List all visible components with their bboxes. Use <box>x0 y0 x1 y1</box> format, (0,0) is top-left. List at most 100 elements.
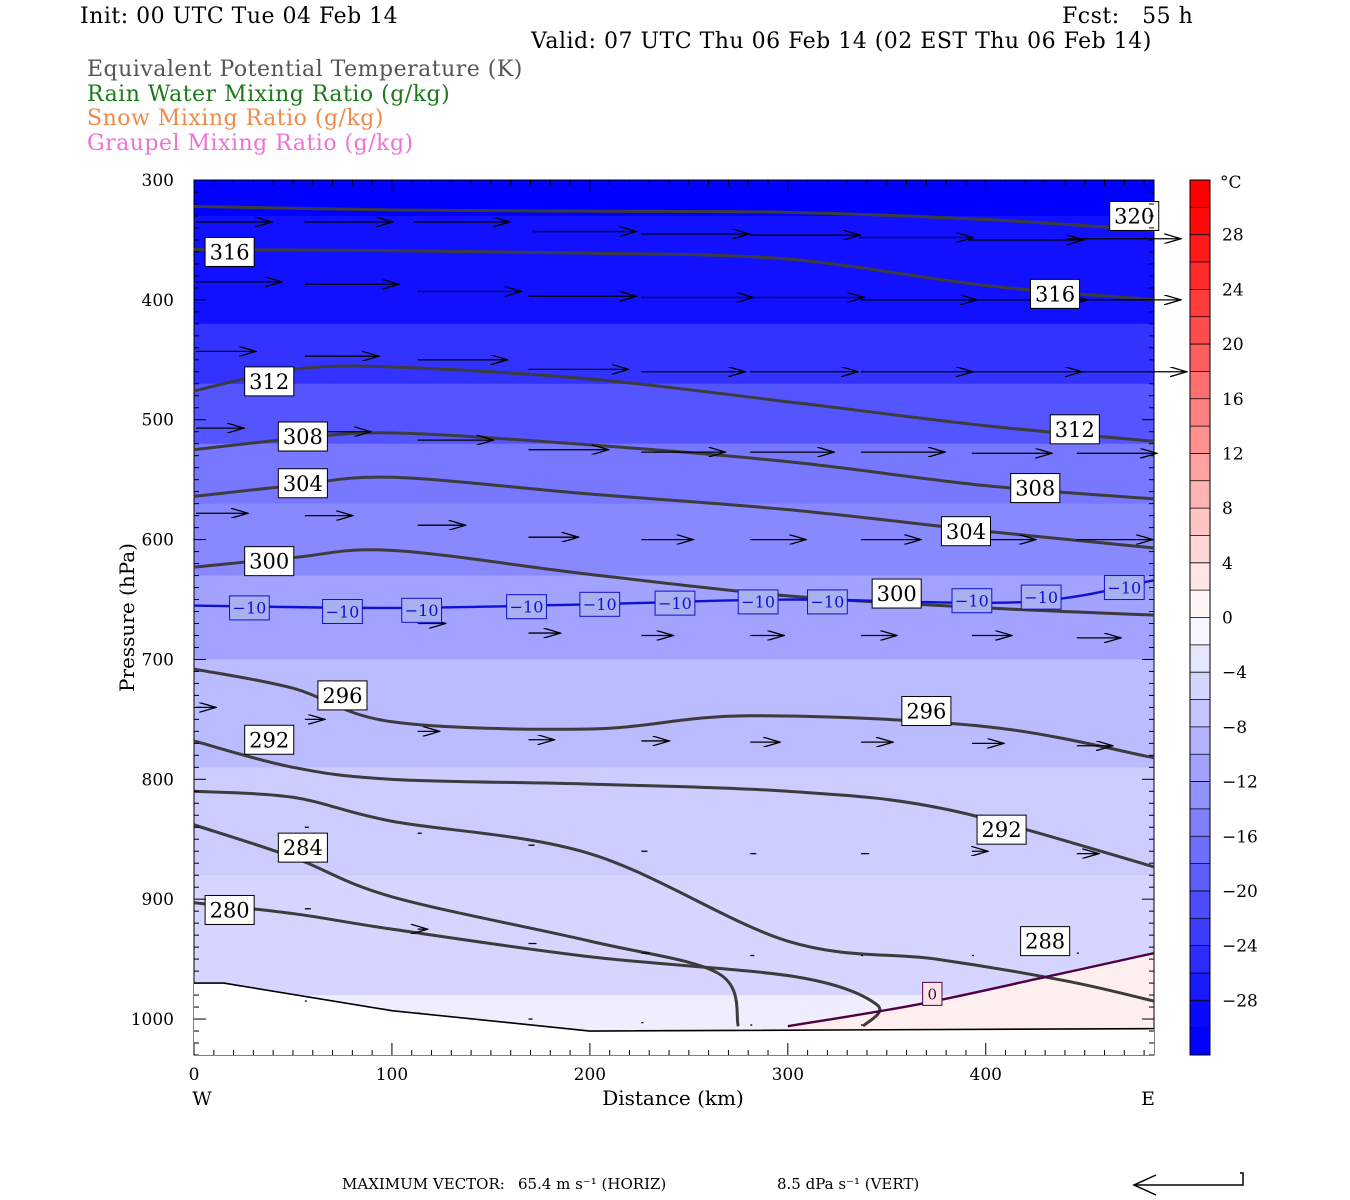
colorbar-segment <box>1190 890 1210 919</box>
contour-label: 300 <box>249 550 289 574</box>
below-ground-mask <box>194 983 1154 1055</box>
contour-label-box <box>204 236 255 267</box>
colorbar-segment <box>1190 262 1210 290</box>
colorbar-segment <box>1190 699 1210 728</box>
contour-label-box <box>317 680 368 711</box>
colorbar-segment <box>1190 945 1210 974</box>
colorbar-segment <box>1190 480 1210 509</box>
theta-e-contour-288 <box>194 789 1154 1003</box>
contour-label-box <box>579 591 621 617</box>
contour-label-box <box>244 546 295 577</box>
contour-label-box <box>737 589 779 615</box>
contour-label-box <box>807 589 848 615</box>
field-label-snow: Snow Mixing Ratio (g/kg) <box>87 106 384 131</box>
colorbar-segment <box>1190 836 1210 865</box>
colorbar-unit: °C <box>1220 173 1242 193</box>
contour-label: −10 <box>658 594 692 613</box>
colorbar-label: −24 <box>1222 937 1258 957</box>
contour-label: 316 <box>210 240 250 264</box>
colorbar-label: −20 <box>1222 882 1258 902</box>
colorbar-segment <box>1190 453 1210 482</box>
isotherm-0 <box>787 951 1154 1028</box>
temperature-band <box>194 659 1154 769</box>
contour-label-box <box>244 724 295 755</box>
contour-label-box <box>229 595 270 621</box>
colorbar-segment <box>1190 371 1210 400</box>
colorbar-segment <box>1190 1000 1210 1029</box>
contour-label: −10 <box>955 591 989 610</box>
colorbar-segment <box>1190 726 1210 755</box>
theta-e-contour-296 <box>194 667 1154 760</box>
field-label-rain: Rain Water Mixing Ratio (g/kg) <box>87 82 451 107</box>
colorbar-segment <box>1190 644 1210 673</box>
y-tick-label: 500 <box>142 411 174 431</box>
x-tick-label: 0 <box>189 1065 200 1085</box>
reference-vector <box>1132 1172 1244 1196</box>
contour-label-box <box>940 516 991 547</box>
contour-label-box <box>1020 926 1071 957</box>
contour-label: 304 <box>283 472 323 496</box>
colorbar-label: −28 <box>1222 991 1258 1011</box>
colorbar-label: 4 <box>1222 554 1233 574</box>
forecast-hour: Fcst: 55 h <box>1062 4 1194 29</box>
contour-label-box <box>922 981 943 1006</box>
max-vector-vert: 8.5 dPa s⁻¹ (VERT) <box>777 1175 920 1193</box>
colorbar-label: −8 <box>1222 718 1247 738</box>
y-tick-label: 400 <box>142 291 174 311</box>
theta-e-contour-320 <box>194 204 1154 232</box>
colorbar: 28 24 20 16 12 8 4 0 −4 −8 −12 −16 −20 −24 −28 °C <box>1189 173 1258 1056</box>
theta-e-contour-280 <box>194 901 882 1028</box>
contour-label: −10 <box>233 599 267 618</box>
contour-label: −10 <box>583 595 617 614</box>
x-tick-label: 100 <box>376 1065 408 1085</box>
contour-label: −10 <box>741 593 775 612</box>
contour-label-box <box>1020 584 1062 610</box>
colorbar-segment <box>1190 617 1210 646</box>
contour-label: 280 <box>210 899 250 923</box>
contour-label: −10 <box>405 601 439 620</box>
contour-label: 296 <box>322 684 362 708</box>
surface-line <box>194 982 1154 1032</box>
colorbar-label: 28 <box>1222 226 1244 246</box>
colorbar-segment <box>1190 562 1210 591</box>
wind-vectors <box>196 222 1187 1026</box>
contour-label: 292 <box>249 728 289 752</box>
field-label-theta-e: Equivalent Potential Temperature (K) <box>87 57 523 82</box>
colorbar-segment <box>1190 672 1210 701</box>
y-tick-label: 800 <box>142 770 174 790</box>
y-tick-label: 300 <box>142 171 174 191</box>
max-vector-horiz: 65.4 m s⁻¹ (HORIZ) <box>518 1175 667 1193</box>
theta-e-contour-316 <box>194 248 1154 302</box>
contour-label-box <box>1049 414 1100 445</box>
colorbar-label: 16 <box>1222 390 1244 410</box>
contour-label: 292 <box>982 818 1022 842</box>
contour-label-box <box>204 894 255 925</box>
colorbar-segment <box>1190 972 1210 1001</box>
contour-label-box <box>871 578 922 609</box>
x-end-label-east: E <box>1141 1088 1155 1110</box>
colorbar-segment <box>1190 781 1210 810</box>
temperature-band <box>194 875 1154 997</box>
colorbar-segment <box>1190 398 1210 427</box>
colorbar-segment <box>1190 316 1210 345</box>
contour-label-box <box>277 832 328 863</box>
contour-label: 0 <box>928 985 938 1003</box>
init-time: Init: 00 UTC Tue 04 Feb 14 <box>80 4 399 29</box>
colorbar-segment <box>1190 808 1210 837</box>
colorbar-label: 24 <box>1222 280 1244 300</box>
colorbar-label: 20 <box>1222 335 1244 355</box>
contour-label: −10 <box>1107 578 1141 597</box>
colorbar-segment <box>1190 344 1210 372</box>
colorbar-label: −4 <box>1222 663 1247 683</box>
temperature-band <box>194 215 1154 325</box>
contour-label-box <box>976 814 1027 845</box>
x-end-label-west: W <box>192 1088 212 1110</box>
max-vector-label: MAXIMUM VECTOR: <box>342 1175 505 1193</box>
x-tick-label: 300 <box>772 1065 804 1085</box>
colorbar-label: 8 <box>1222 499 1233 519</box>
theta-e-contour-312 <box>194 364 1154 443</box>
colorbar-label: 12 <box>1222 444 1244 464</box>
contour-label-box <box>901 695 952 726</box>
y-tick-label: 1000 <box>131 1010 174 1030</box>
